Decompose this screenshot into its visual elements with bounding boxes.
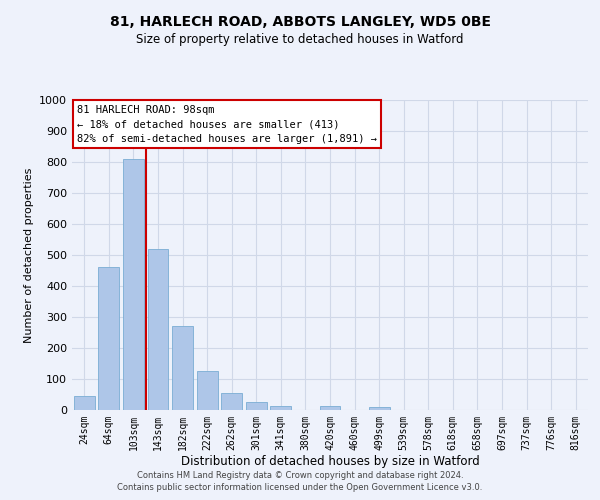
Bar bbox=[172, 326, 193, 410]
Text: Size of property relative to detached houses in Watford: Size of property relative to detached ho… bbox=[136, 32, 464, 46]
Bar bbox=[98, 267, 119, 410]
Bar bbox=[368, 407, 389, 410]
Bar bbox=[123, 159, 144, 410]
Bar bbox=[221, 392, 242, 410]
Text: Distribution of detached houses by size in Watford: Distribution of detached houses by size … bbox=[181, 454, 479, 468]
Text: Contains HM Land Registry data © Crown copyright and database right 2024.
Contai: Contains HM Land Registry data © Crown c… bbox=[118, 471, 482, 492]
Y-axis label: Number of detached properties: Number of detached properties bbox=[23, 168, 34, 342]
Bar bbox=[246, 402, 267, 410]
Text: 81 HARLECH ROAD: 98sqm
← 18% of detached houses are smaller (413)
82% of semi-de: 81 HARLECH ROAD: 98sqm ← 18% of detached… bbox=[77, 104, 377, 144]
Bar bbox=[320, 406, 340, 410]
Bar bbox=[197, 371, 218, 410]
Text: 81, HARLECH ROAD, ABBOTS LANGLEY, WD5 0BE: 81, HARLECH ROAD, ABBOTS LANGLEY, WD5 0B… bbox=[110, 15, 491, 29]
Bar bbox=[148, 250, 169, 410]
Bar bbox=[271, 406, 292, 410]
Bar bbox=[74, 396, 95, 410]
